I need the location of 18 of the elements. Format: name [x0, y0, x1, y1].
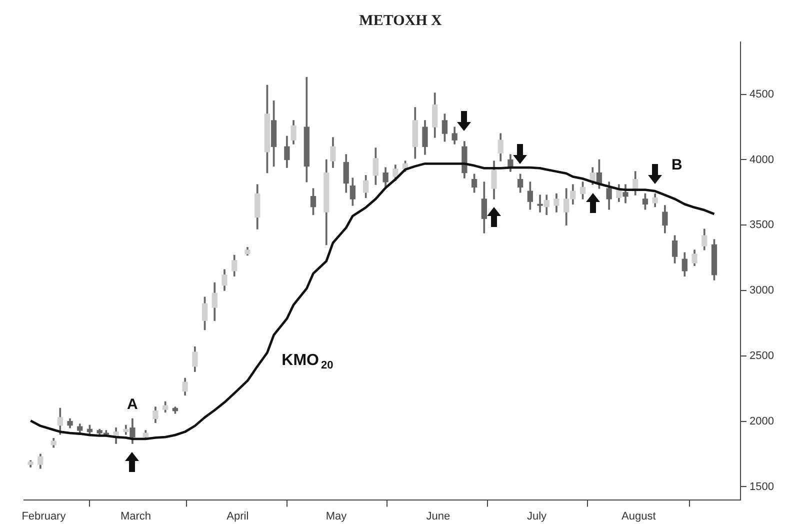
y-tick-label: 4000 — [750, 154, 774, 166]
y-tick-label: 3000 — [750, 284, 774, 297]
y-tick-label: 2500 — [750, 350, 774, 362]
candlestick — [537, 194, 543, 212]
y-tick-label: 2000 — [750, 415, 774, 428]
chart-title: ΜΕΤΟΧΗ Χ — [359, 12, 442, 29]
y-tick-label: 3500 — [750, 219, 774, 232]
x-tick-label: February — [22, 510, 66, 522]
annotation: B — [672, 156, 683, 174]
x-tick-label: April — [226, 510, 249, 522]
x-tick-label: March — [120, 510, 152, 522]
x-tick-label: August — [622, 510, 656, 522]
x-tick-label: July — [526, 510, 548, 522]
y-tick-label: 4500 — [750, 88, 774, 100]
annotation: A — [127, 396, 138, 413]
y-tick-label: 1500 — [750, 480, 774, 493]
x-tick-label: May — [326, 510, 348, 522]
x-tick-label: June — [426, 510, 450, 522]
